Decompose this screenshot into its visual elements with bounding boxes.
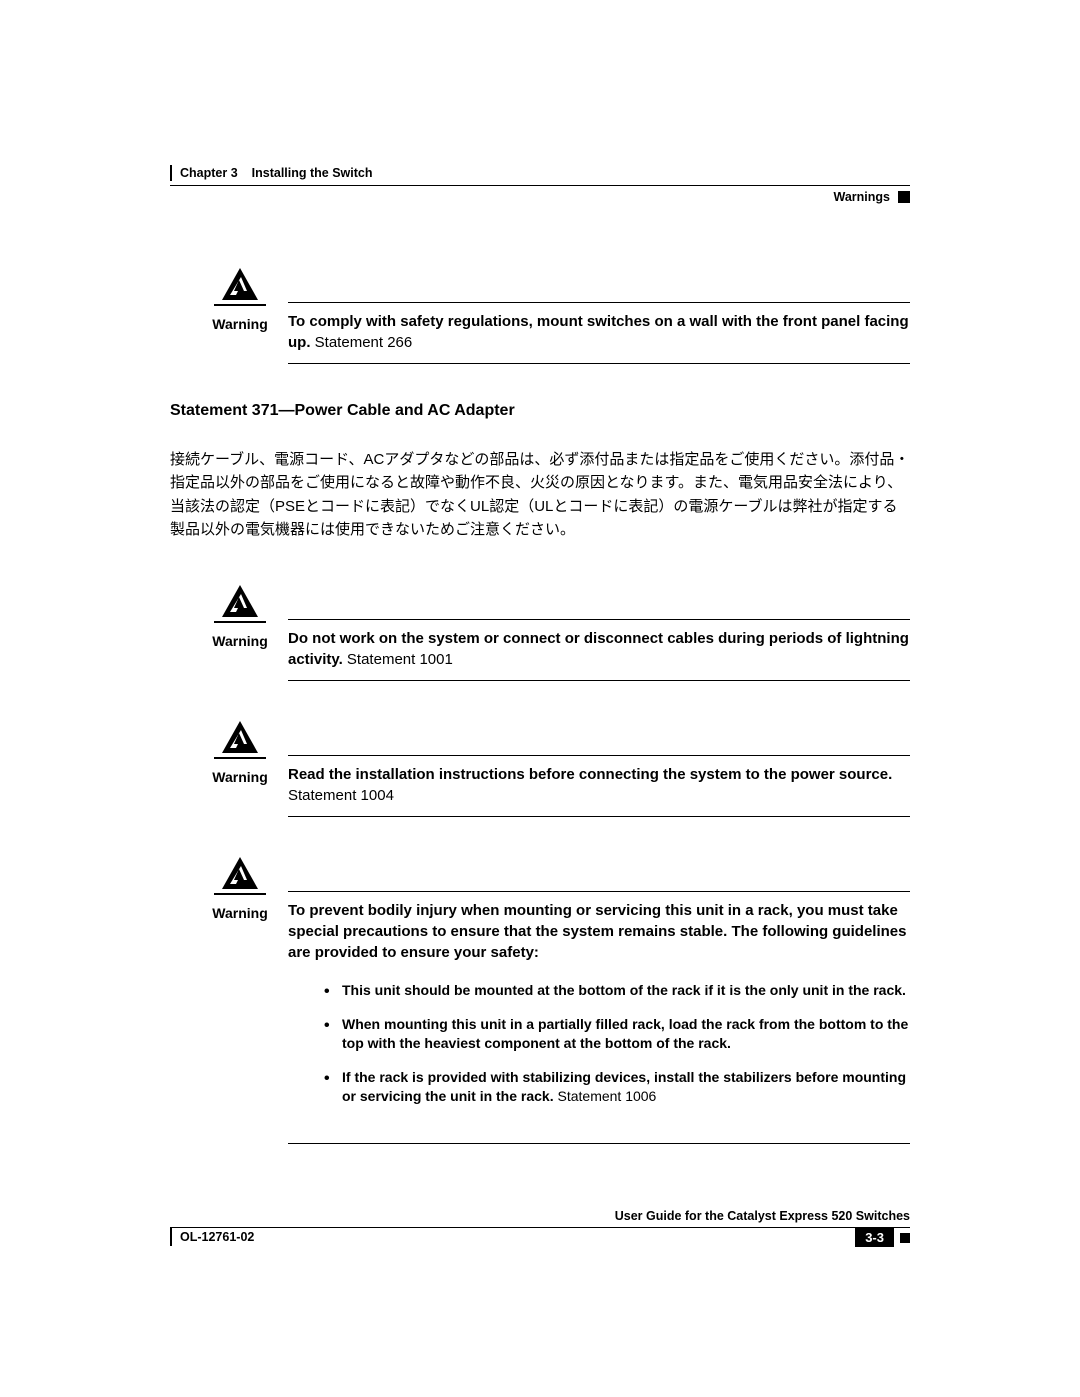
warning-1004: Warning Read the installation instructio… (170, 719, 910, 817)
warning-triangle-icon (220, 583, 260, 619)
page-content: Chapter 3 Installing the Switch Warnings… (170, 165, 910, 1242)
bullet-item: If the rack is provided with stabilizing… (324, 1068, 910, 1107)
page-header: Chapter 3 Installing the Switch (170, 165, 910, 181)
warning-text: To prevent bodily injury when mounting o… (288, 900, 910, 963)
warning-icon-column: Warning (214, 855, 266, 921)
warning-icon-column: Warning (214, 583, 266, 649)
warning-triangle-icon (220, 266, 260, 302)
warning-text: To comply with safety regulations, mount… (288, 311, 910, 353)
warning-icon-column: Warning (214, 266, 266, 332)
warning-1001: Warning Do not work on the system or con… (170, 583, 910, 681)
bullet-item: This unit should be mounted at the botto… (324, 981, 910, 1001)
bullet-text: This unit should be mounted at the botto… (342, 982, 906, 998)
rule-bottom (288, 363, 910, 364)
warning-text: Read the installation instructions befor… (288, 764, 910, 806)
warning-text: Do not work on the system or connect or … (288, 628, 910, 670)
guideline-bullets: This unit should be mounted at the botto… (288, 981, 910, 1121)
rule-top (288, 302, 910, 303)
chapter-label: Chapter 3 Installing the Switch (170, 165, 373, 181)
section-label: Warnings (834, 190, 910, 204)
warning-body: To prevent bodily injury when mounting o… (288, 855, 910, 1144)
page-footer: User Guide for the Catalyst Express 520 … (170, 1209, 910, 1247)
japanese-text: 接続ケーブル、電源コード、ACアダプタなどの部品は、必ず添付品または指定品をご使… (170, 448, 910, 541)
warning-label: Warning (212, 769, 267, 785)
footer-doc-title: User Guide for the Catalyst Express 520 … (170, 1209, 910, 1223)
warning-label: Warning (212, 905, 267, 921)
warning-label: Warning (212, 633, 267, 649)
statement-number: Statement 1006 (558, 1088, 657, 1104)
section-text: Warnings (834, 190, 890, 204)
main-content: Warning To comply with safety regulation… (170, 266, 910, 1144)
warning-main: To prevent bodily injury when mounting o… (288, 902, 907, 961)
statement-number: Statement 1004 (288, 787, 394, 804)
page-number: 3-3 (855, 1228, 894, 1247)
warning-main: Read the installation instructions befor… (288, 766, 892, 783)
rule-top (288, 891, 910, 892)
warning-label: Warning (212, 316, 267, 332)
footer-rule: OL-12761-02 3-3 (170, 1227, 910, 1247)
warning-body: Read the installation instructions befor… (288, 719, 910, 817)
rule-top (288, 619, 910, 620)
statement-number: Statement 266 (315, 334, 413, 351)
footer-page: 3-3 (855, 1228, 910, 1247)
footer-doc-id: OL-12761-02 (170, 1228, 254, 1246)
warning-body: Do not work on the system or connect or … (288, 583, 910, 681)
icon-underline (214, 621, 266, 623)
rule-bottom (288, 1143, 910, 1144)
header-rule (170, 185, 910, 186)
statement-371-heading: Statement 371—Power Cable and AC Adapter (170, 402, 910, 420)
statement-number: Statement 1001 (347, 651, 453, 668)
section-row: Warnings (170, 190, 910, 204)
warning-icon-column: Warning (214, 719, 266, 785)
bullet-text: When mounting this unit in a partially f… (342, 1016, 908, 1052)
rule-top (288, 755, 910, 756)
rule-bottom (288, 680, 910, 681)
warning-triangle-icon (220, 855, 260, 891)
chapter-title: Installing the Switch (252, 166, 373, 180)
icon-underline (214, 757, 266, 759)
warning-body: To comply with safety regulations, mount… (288, 266, 910, 364)
section-marker (898, 191, 910, 203)
icon-underline (214, 304, 266, 306)
warning-1006: Warning To prevent bodily injury when mo… (170, 855, 910, 1144)
bullet-item: When mounting this unit in a partially f… (324, 1015, 910, 1054)
chapter-number: Chapter 3 (180, 166, 238, 180)
warning-266: Warning To comply with safety regulation… (170, 266, 910, 364)
warning-triangle-icon (220, 719, 260, 755)
icon-underline (214, 893, 266, 895)
rule-bottom (288, 816, 910, 817)
footer-marker (900, 1233, 910, 1243)
